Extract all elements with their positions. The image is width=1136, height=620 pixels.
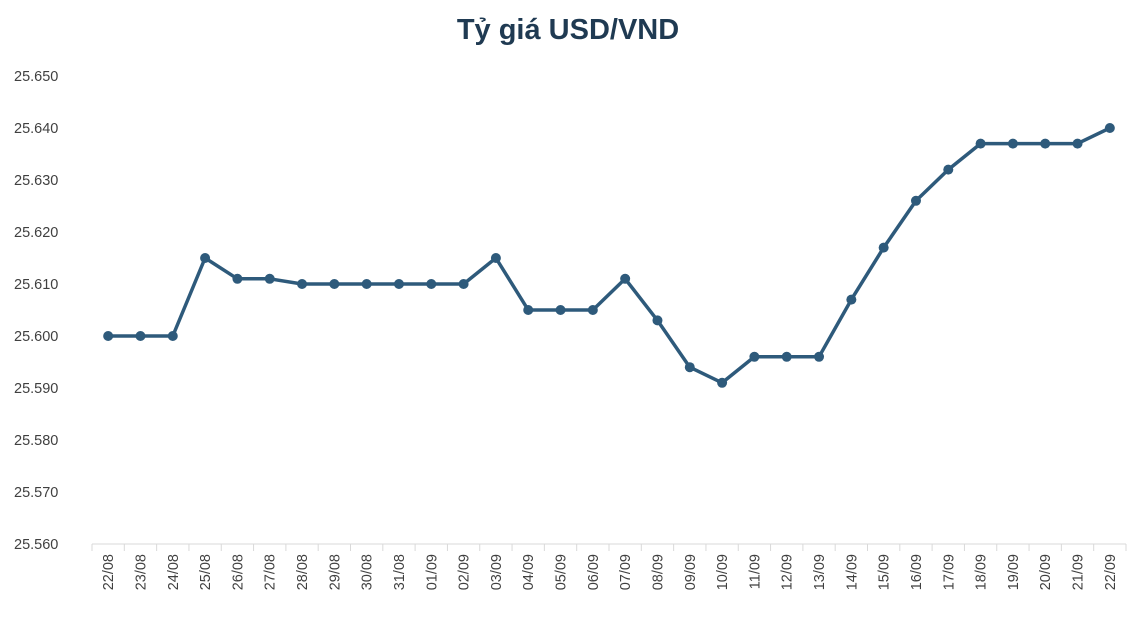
y-tick-label: 25.580 — [14, 433, 58, 449]
data-point — [361, 279, 372, 289]
data-point — [684, 362, 695, 373]
series-group — [103, 123, 1115, 388]
data-point — [846, 294, 857, 305]
data-point — [1040, 138, 1051, 149]
y-tick-label: 25.590 — [14, 381, 58, 397]
x-tick-label: 06/09 — [586, 554, 602, 590]
data-point — [523, 305, 534, 315]
x-tick-label: 02/09 — [457, 554, 473, 590]
data-point — [426, 279, 437, 289]
x-tick-label: 24/08 — [166, 554, 182, 590]
x-tick-label: 18/09 — [974, 554, 990, 590]
data-point — [814, 351, 825, 362]
data-point — [587, 305, 598, 315]
data-point — [103, 331, 114, 341]
x-tick-label: 27/08 — [263, 554, 279, 590]
x-tick-label: 28/08 — [295, 554, 311, 590]
data-point — [652, 315, 663, 326]
y-tick-label: 25.600 — [14, 329, 58, 345]
data-point — [135, 331, 146, 341]
x-tick-label: 04/09 — [521, 554, 537, 590]
data-point — [781, 351, 792, 362]
x-tick-label: 15/09 — [877, 554, 893, 590]
data-point — [975, 138, 986, 149]
x-tick-label: 29/08 — [327, 554, 343, 590]
data-point — [620, 273, 631, 284]
chart-title: Tỷ giá USD/VND — [456, 14, 680, 46]
x-tick-label: 12/09 — [780, 554, 796, 590]
data-point — [297, 279, 308, 289]
y-tick-label: 25.570 — [14, 485, 58, 501]
x-tick-label: 10/09 — [715, 554, 731, 590]
data-point — [232, 273, 243, 284]
y-tick-label: 25.560 — [14, 537, 58, 553]
y-tick-label: 25.630 — [14, 173, 58, 189]
data-point — [878, 242, 889, 253]
x-tick-label: 26/08 — [230, 554, 246, 590]
y-tick-label: 25.650 — [14, 69, 58, 85]
data-point — [943, 164, 954, 175]
x-tick-label: 09/09 — [683, 554, 699, 590]
x-tick-label: 03/09 — [489, 554, 505, 590]
data-point — [1072, 138, 1083, 149]
x-tick-label: 30/08 — [360, 554, 376, 590]
y-tick-label: 25.640 — [14, 121, 58, 137]
data-point — [717, 377, 728, 388]
data-point — [1007, 138, 1018, 149]
data-point — [200, 253, 211, 263]
x-tick-label: 17/09 — [941, 554, 957, 590]
x-tick-label: 23/08 — [133, 554, 149, 590]
x-tick-label: 16/09 — [909, 554, 925, 590]
data-point — [555, 305, 566, 315]
x-tick-label: 08/09 — [650, 554, 666, 590]
x-tick-label: 01/09 — [424, 554, 440, 590]
y-tick-label: 25.620 — [14, 225, 58, 241]
x-tick-label: 14/09 — [844, 554, 860, 590]
data-point — [264, 273, 275, 284]
x-tick-label: 19/09 — [1006, 554, 1022, 590]
data-point — [910, 195, 921, 206]
x-tick-label: 11/09 — [747, 554, 763, 589]
x-tick-label: 21/09 — [1071, 554, 1087, 590]
data-point — [393, 279, 404, 289]
x-tick-label: 20/09 — [1038, 554, 1054, 590]
data-point — [490, 253, 501, 263]
x-tick-label: 13/09 — [812, 554, 828, 590]
x-tick-label: 31/08 — [392, 554, 408, 590]
data-point — [1104, 123, 1115, 133]
x-tick-label: 22/09 — [1103, 554, 1119, 590]
data-point — [167, 331, 178, 341]
x-tick-label: 05/09 — [554, 554, 570, 590]
data-point — [749, 351, 760, 362]
y-axis-tick-labels: 25.560 25.570 25.580 25.590 25.600 25.610 25.6… — [14, 69, 58, 553]
x-tick-label: 07/09 — [618, 554, 634, 590]
y-tick-label: 25.610 — [14, 277, 58, 293]
x-axis: 22/08 23/08 24/08 25/08 26/08 27/08 28/08 29/08… — [91, 543, 1127, 590]
series-line — [106, 126, 1112, 385]
x-tick-label: 25/08 — [198, 554, 214, 590]
data-point — [329, 279, 340, 289]
x-tick-label: 22/08 — [101, 554, 117, 590]
data-point — [458, 279, 469, 289]
